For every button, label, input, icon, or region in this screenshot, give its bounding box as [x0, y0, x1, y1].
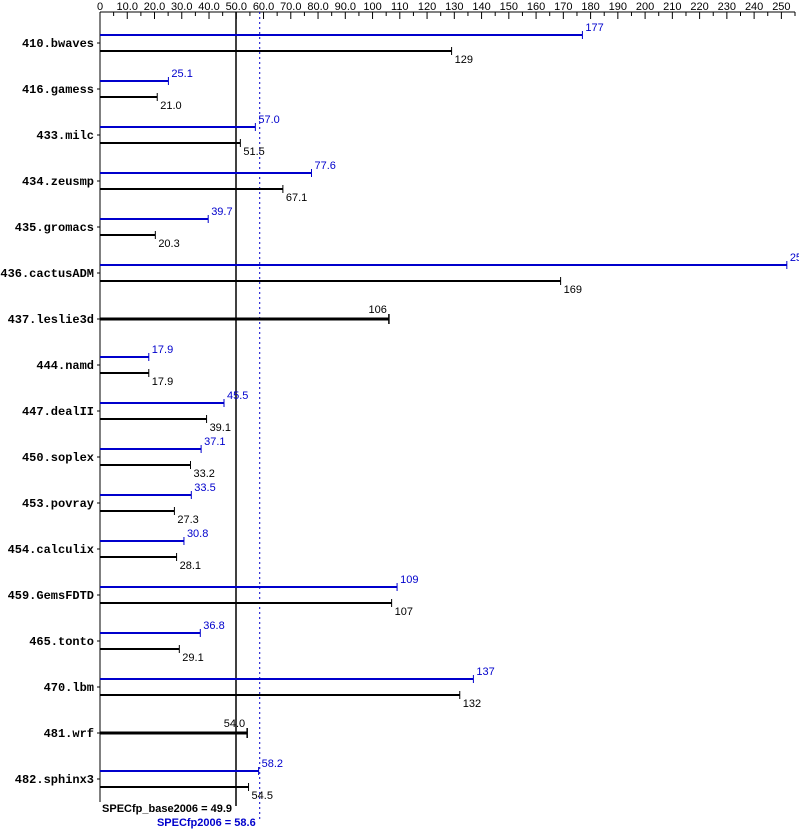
- value-peak: 57.0: [258, 114, 279, 126]
- x-tick-label: 70.0: [280, 1, 301, 13]
- value-base: 21.0: [160, 100, 181, 112]
- value-peak: 39.7: [211, 206, 232, 218]
- benchmark-row: 453.povray 33.5 27.3: [22, 482, 216, 526]
- value-base: 20.3: [158, 238, 179, 250]
- x-tick-label: 10.0: [117, 1, 138, 13]
- value-peak: 109: [400, 574, 418, 586]
- benchmark-label: 454.calculix: [8, 543, 94, 557]
- value-base: 129: [455, 54, 473, 66]
- benchmark-label: 481.wrf: [44, 727, 94, 741]
- benchmark-label: 444.namd: [36, 359, 94, 373]
- value-base: 67.1: [286, 192, 307, 204]
- benchmark-row: 482.sphinx3 58.2 54.5: [15, 758, 283, 802]
- value-peak: 37.1: [204, 436, 225, 448]
- ref-base-label: SPECfp_base2006 = 49.9: [102, 803, 232, 815]
- value-peak: 25.1: [171, 68, 192, 80]
- value-base: 27.3: [177, 514, 198, 526]
- benchmark-row: 434.zeusmp 77.6 67.1: [22, 160, 336, 204]
- benchmark-row: 410.bwaves 177 129: [22, 22, 604, 66]
- benchmark-label: 435.gromacs: [15, 221, 94, 235]
- x-tick-label: 180: [581, 1, 599, 13]
- value-base: 107: [395, 606, 413, 618]
- x-tick-label: 230: [718, 1, 736, 13]
- x-tick-label: 110: [391, 1, 409, 13]
- value-base: 106: [369, 304, 387, 316]
- x-tick-label: 90.0: [335, 1, 356, 13]
- x-axis-ticks: 0 10.0 20.0 30.0 40.0 50.0 60.0 70.0 80.0 90.0 100…: [97, 1, 795, 19]
- value-base: 54.0: [224, 718, 245, 730]
- benchmark-label: 470.lbm: [44, 681, 94, 695]
- benchmark-label: 416.gamess: [22, 83, 94, 97]
- value-base: 28.1: [180, 560, 201, 572]
- value-peak: 58.2: [262, 758, 283, 770]
- value-peak: 17.9: [152, 344, 173, 356]
- benchmark-label: 447.dealII: [22, 405, 94, 419]
- value-peak: 36.8: [203, 620, 224, 632]
- value-base: 54.5: [252, 790, 273, 802]
- benchmark-label: 453.povray: [22, 497, 94, 511]
- benchmark-row: 437.leslie3d 106: [8, 304, 389, 327]
- benchmark-row: 454.calculix 30.8 28.1: [8, 528, 209, 572]
- value-peak: 45.5: [227, 390, 248, 402]
- value-base: 51.5: [243, 146, 264, 158]
- x-tick-label: 120: [418, 1, 436, 13]
- benchmark-label: 437.leslie3d: [8, 313, 94, 327]
- x-tick-label: 100: [363, 1, 381, 13]
- x-tick-label: 240: [745, 1, 763, 13]
- benchmark-row: 470.lbm 137 132: [44, 666, 495, 710]
- value-base: 33.2: [193, 468, 214, 480]
- benchmark-row: 459.GemsFDTD 109 107: [8, 574, 419, 618]
- x-tick-label: 210: [663, 1, 681, 13]
- x-tick-label: 250: [772, 1, 790, 13]
- x-tick-label: 140: [472, 1, 490, 13]
- ref-peak-label: SPECfp2006 = 58.6: [157, 817, 256, 829]
- benchmark-label: 410.bwaves: [22, 37, 94, 51]
- benchmark-row: 436.cactusADM 252 169: [0, 252, 799, 296]
- x-tick-label: 160: [527, 1, 545, 13]
- x-tick-label: 220: [690, 1, 708, 13]
- benchmark-row: 481.wrf 54.0: [44, 718, 248, 741]
- benchmark-row: 447.dealII 45.5 39.1: [22, 390, 248, 434]
- benchmark-label: 482.sphinx3: [15, 773, 94, 787]
- benchmark-row: 433.milc 57.0 51.5: [36, 114, 279, 158]
- value-base: 29.1: [182, 652, 203, 664]
- benchmark-label: 465.tonto: [29, 635, 94, 649]
- value-base: 39.1: [210, 422, 231, 434]
- benchmark-label: 434.zeusmp: [22, 175, 94, 189]
- benchmark-row: 444.namd 17.9 17.9: [36, 344, 173, 388]
- value-peak: 77.6: [314, 160, 335, 172]
- x-tick-label: 0: [97, 1, 103, 13]
- value-peak: 252: [790, 252, 799, 264]
- value-base: 169: [564, 284, 582, 296]
- x-tick-label: 190: [609, 1, 627, 13]
- benchmark-label: 436.cactusADM: [0, 267, 94, 281]
- x-tick-label: 150: [500, 1, 518, 13]
- x-tick-label: 170: [554, 1, 572, 13]
- value-base: 17.9: [152, 376, 173, 388]
- benchmark-label: 433.milc: [36, 129, 94, 143]
- spec-benchmark-chart: 0 10.0 20.0 30.0 40.0 50.0 60.0 70.0 80.0 90.0 100…: [0, 0, 799, 831]
- x-tick-label: 40.0: [198, 1, 219, 13]
- x-tick-label: 50.0: [226, 1, 247, 13]
- value-peak: 137: [476, 666, 494, 678]
- benchmark-label: 450.soplex: [22, 451, 94, 465]
- benchmark-row: 450.soplex 37.1 33.2: [22, 436, 226, 480]
- x-tick-label: 130: [445, 1, 463, 13]
- value-base: 132: [463, 698, 481, 710]
- x-tick-label: 200: [636, 1, 654, 13]
- benchmark-row: 416.gamess 25.1 21.0: [22, 68, 193, 112]
- x-tick-label: 80.0: [307, 1, 328, 13]
- value-peak: 33.5: [194, 482, 215, 494]
- x-tick-label: 20.0: [144, 1, 165, 13]
- value-peak: 177: [585, 22, 603, 34]
- x-tick-label: 30.0: [171, 1, 192, 13]
- benchmark-row: 435.gromacs 39.7 20.3: [15, 206, 233, 250]
- value-peak: 30.8: [187, 528, 208, 540]
- benchmark-label: 459.GemsFDTD: [8, 589, 94, 603]
- benchmark-row: 465.tonto 36.8 29.1: [29, 620, 225, 664]
- x-tick-label: 60.0: [253, 1, 274, 13]
